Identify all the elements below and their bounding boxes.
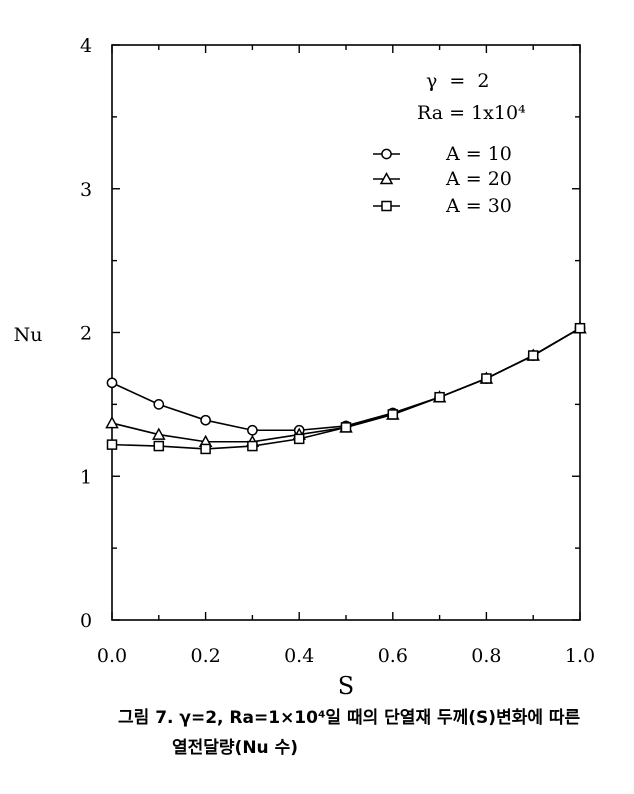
y-tick-label: 4 (80, 35, 92, 57)
x-tick-label: 0.0 (97, 645, 127, 667)
circle-marker (106, 377, 118, 389)
circle-marker (153, 399, 165, 410)
circle-marker (381, 148, 392, 160)
legend: A = 10 A = 20 A = 30 (373, 143, 512, 217)
x-axis-label: S (338, 672, 354, 700)
square-marker (340, 422, 352, 433)
legend-item: A = 30 (373, 195, 512, 217)
square-marker (574, 322, 586, 334)
square-marker (481, 373, 492, 384)
legend-item: A = 10 (373, 143, 512, 165)
series-square (106, 322, 586, 455)
square-marker (434, 391, 445, 403)
y-axis-label: Nu (14, 324, 43, 346)
series-line (111, 327, 581, 432)
x-tick-label: 0.8 (471, 645, 501, 667)
legend-item: A = 20 (373, 168, 512, 190)
y-tick-label: 2 (80, 323, 92, 345)
caption-line-1: 그림 7. γ=2, Ra=1×10⁴일 때의 단열재 두께(S)변화에 따른 (118, 708, 581, 728)
tick-labels: 0 1 2 3 4 0.0 0.2 0.4 0.6 0.8 1.0 (80, 35, 595, 667)
x-tick-label: 0.4 (284, 645, 314, 667)
axis-ticks (111, 44, 581, 621)
triangle-marker (152, 427, 166, 440)
param-gamma: γ = 2 (426, 70, 490, 92)
legend-label: A = 10 (445, 143, 512, 165)
square-marker (200, 443, 211, 455)
caption-line-2: 열전달량(Nu 수) (172, 738, 298, 758)
square-marker (527, 350, 539, 361)
figure-caption: 그림 7. γ=2, Ra=1×10⁴일 때의 단열재 두께(S)변화에 따른 … (118, 703, 618, 763)
square-marker (247, 440, 258, 452)
legend-label: A = 20 (445, 168, 512, 190)
y-tick-label: 0 (80, 610, 92, 632)
square-marker (153, 440, 165, 452)
x-tick-label: 0.6 (378, 645, 408, 667)
square-marker (387, 409, 399, 420)
param-ra: Ra = 1x10⁴ (417, 102, 526, 124)
circle-marker (247, 424, 258, 436)
square-marker (106, 439, 118, 450)
square-marker (381, 200, 392, 212)
circle-marker (200, 414, 211, 426)
series-layer (105, 321, 587, 455)
x-tick-label: 1.0 (565, 645, 595, 667)
series-circle (106, 322, 586, 436)
square-marker (293, 433, 305, 445)
y-tick-label: 1 (80, 466, 92, 488)
legend-label: A = 30 (445, 195, 512, 217)
y-tick-label: 3 (80, 179, 92, 201)
x-tick-label: 0.2 (190, 645, 220, 667)
triangle-marker (379, 171, 394, 185)
triangle-marker (105, 416, 119, 429)
plot-frame (111, 44, 581, 621)
